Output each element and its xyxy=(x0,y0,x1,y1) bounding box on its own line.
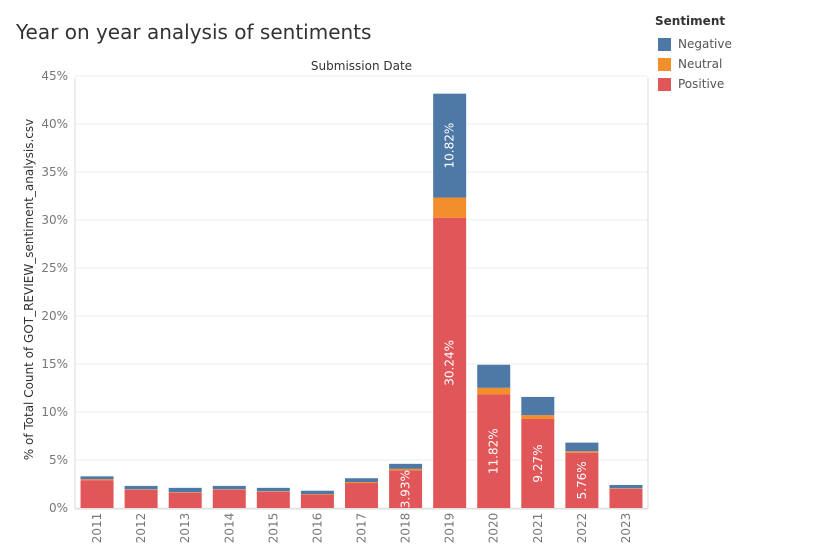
bar-neutral-2018[interactable] xyxy=(389,468,423,471)
y-tick-label: 40% xyxy=(41,117,68,131)
x-tick-label: 2012 xyxy=(134,513,148,544)
x-tick-label: 2013 xyxy=(178,513,192,544)
bar-neutral-2017[interactable] xyxy=(345,482,378,484)
bar-neutral-2022[interactable] xyxy=(565,451,599,453)
data-label: 9.27% xyxy=(531,444,545,482)
bar-positive-2012[interactable] xyxy=(124,489,158,508)
y-tick-label: 20% xyxy=(41,309,68,323)
bar-negative-2022[interactable] xyxy=(565,442,599,452)
y-tick-label: 35% xyxy=(41,165,68,179)
bar-neutral-2015[interactable] xyxy=(256,491,290,492)
bar-neutral-2014[interactable] xyxy=(212,489,246,490)
legend-item-negative[interactable]: Negative xyxy=(655,34,732,54)
legend-label: Negative xyxy=(678,37,732,51)
legend-item-neutral[interactable]: Neutral xyxy=(655,54,732,74)
legend-swatch xyxy=(658,57,671,71)
x-tick-label: 2014 xyxy=(222,513,236,544)
data-label: 10.82% xyxy=(443,123,457,169)
bar-neutral-2019[interactable] xyxy=(433,197,467,218)
bar-neutral-2011[interactable] xyxy=(80,479,114,481)
bar-negative-2014[interactable] xyxy=(212,485,246,490)
axis-header: Submission Date xyxy=(311,59,412,73)
x-tick-label: 2017 xyxy=(355,513,369,544)
chart-title: Year on year analysis of sentiments xyxy=(16,20,372,44)
bar-positive-2015[interactable] xyxy=(256,491,290,508)
bar-positive-2021[interactable] xyxy=(521,419,555,508)
bar-negative-2011[interactable] xyxy=(80,476,114,480)
x-tick-label: 2022 xyxy=(575,513,589,544)
x-tick-label: 2020 xyxy=(487,513,501,544)
bar-positive-2018[interactable] xyxy=(389,470,423,508)
bar-neutral-2013[interactable] xyxy=(168,492,202,493)
bar-negative-2017[interactable] xyxy=(345,478,378,483)
bar-positive-2016[interactable] xyxy=(300,494,334,508)
y-tick-label: 45% xyxy=(41,69,68,83)
y-tick-label: 15% xyxy=(41,357,68,371)
bar-positive-2017[interactable] xyxy=(345,483,378,508)
y-tick-label: 25% xyxy=(41,261,68,275)
bar-positive-2013[interactable] xyxy=(168,492,202,508)
bar-positive-2023[interactable] xyxy=(609,488,643,508)
bar-negative-2023[interactable] xyxy=(609,484,643,489)
x-tick-label: 2011 xyxy=(90,513,104,544)
bar-negative-2013[interactable] xyxy=(168,487,202,493)
legend-swatch xyxy=(658,77,671,91)
legend-label: Neutral xyxy=(678,57,723,71)
bar-neutral-2012[interactable] xyxy=(124,489,158,490)
legend-swatch xyxy=(658,37,671,51)
y-tick-label: 10% xyxy=(41,405,68,419)
x-tick-label: 2016 xyxy=(310,513,324,544)
x-tick-label: 2021 xyxy=(531,513,545,544)
x-tick-label: 2015 xyxy=(266,513,280,544)
bar-positive-2014[interactable] xyxy=(212,489,246,508)
legend-label: Positive xyxy=(678,77,725,91)
bar-negative-2020[interactable] xyxy=(477,364,511,388)
bar-positive-2019[interactable] xyxy=(433,217,467,509)
legend-title: Sentiment xyxy=(655,14,726,28)
data-label: 3.93% xyxy=(399,470,413,508)
legend: Sentiment Negative Neutral Positive xyxy=(655,14,732,94)
data-label: 5.76% xyxy=(575,461,589,499)
bar-negative-2021[interactable] xyxy=(521,396,555,416)
bar-positive-2011[interactable] xyxy=(80,480,114,508)
bar-neutral-2020[interactable] xyxy=(477,387,511,395)
y-tick-label: 5% xyxy=(49,453,68,467)
bar-neutral-2021[interactable] xyxy=(521,415,555,420)
x-tick-label: 2019 xyxy=(443,513,457,544)
y-axis-title: % of Total Count of GOT_REVIEW_sentiment… xyxy=(22,119,36,460)
bar-positive-2020[interactable] xyxy=(477,394,511,508)
x-tick-label: 2023 xyxy=(619,513,633,544)
data-label: 30.24% xyxy=(443,340,457,386)
x-tick-label: 2018 xyxy=(399,513,413,544)
bar-negative-2018[interactable] xyxy=(389,463,423,469)
bar-negative-2016[interactable] xyxy=(300,490,334,495)
y-tick-label: 0% xyxy=(49,501,68,515)
y-tick-label: 30% xyxy=(41,213,68,227)
bar-negative-2015[interactable] xyxy=(256,487,290,492)
bar-positive-2022[interactable] xyxy=(565,452,599,508)
legend-item-positive[interactable]: Positive xyxy=(655,74,732,94)
data-label: 11.82% xyxy=(487,428,501,474)
bar-negative-2019[interactable] xyxy=(433,93,467,198)
bar-neutral-2023[interactable] xyxy=(609,488,643,489)
bar-neutral-2016[interactable] xyxy=(300,494,334,495)
bar-negative-2012[interactable] xyxy=(124,485,158,490)
